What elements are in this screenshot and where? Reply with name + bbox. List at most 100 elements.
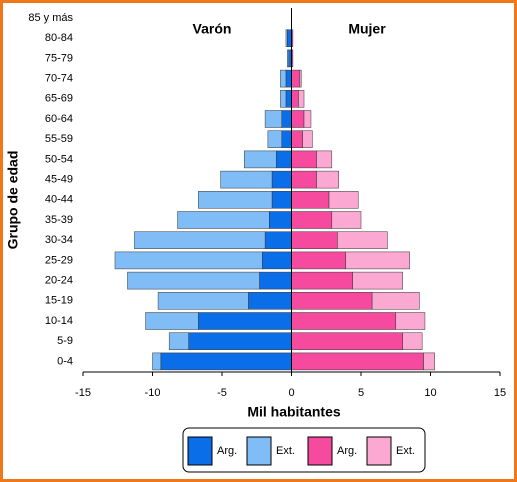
bar	[157, 292, 249, 310]
bar	[291, 130, 303, 148]
legend-label: Ext.	[396, 445, 415, 457]
bar	[198, 191, 273, 209]
legend-swatch	[307, 436, 333, 466]
bar	[291, 292, 373, 310]
bar	[198, 312, 292, 330]
bar	[280, 90, 287, 108]
y-tick-label: 15-19	[45, 295, 73, 307]
bar	[160, 352, 292, 371]
bar	[302, 130, 313, 148]
bar	[298, 90, 305, 108]
bar	[303, 110, 312, 128]
bar	[291, 90, 299, 108]
bar	[134, 231, 266, 249]
legend-label: Arg.	[337, 445, 357, 457]
y-tick-label: 75-79	[45, 52, 73, 64]
bar	[291, 231, 338, 249]
bar	[264, 231, 292, 249]
bar	[264, 110, 283, 128]
legend-swatch	[246, 436, 272, 466]
bar	[345, 251, 410, 270]
bar	[127, 271, 260, 290]
bar	[145, 312, 199, 330]
y-tick-label: 85 y más	[28, 12, 73, 24]
y-tick-label: 45-49	[45, 174, 73, 186]
bar	[262, 251, 292, 270]
bar	[287, 29, 292, 47]
legend-box	[182, 427, 426, 473]
bar	[168, 332, 189, 350]
bar	[299, 69, 302, 88]
bar	[271, 191, 292, 209]
bar	[291, 191, 330, 209]
bar	[275, 150, 292, 169]
bar	[291, 352, 424, 371]
legend-swatch	[366, 436, 392, 466]
legend-label: Arg.	[217, 445, 237, 457]
bar	[371, 292, 420, 310]
y-tick-label: 80-84	[45, 32, 73, 44]
bar	[152, 352, 162, 371]
bar	[287, 49, 289, 68]
bar	[271, 170, 292, 189]
bar	[291, 251, 346, 270]
bar	[291, 110, 305, 128]
x-tick-label: 0	[288, 387, 294, 399]
bar	[220, 170, 273, 189]
annotation: Mujer	[348, 21, 386, 37]
y-tick-label: 60-64	[45, 113, 73, 125]
legend-swatch	[187, 436, 213, 466]
bar	[316, 170, 340, 189]
bar	[188, 332, 292, 350]
bar	[291, 69, 301, 88]
bar	[281, 130, 292, 148]
y-tick-label: 55-59	[45, 133, 73, 145]
bar	[316, 150, 333, 169]
bar	[259, 271, 292, 290]
x-tick-label: -10	[145, 387, 161, 399]
y-tick-label: 50-54	[45, 153, 73, 165]
x-tick-label: 10	[424, 387, 436, 399]
bar	[328, 191, 359, 209]
bar	[114, 251, 263, 270]
bar	[243, 150, 277, 169]
bar	[291, 271, 353, 290]
bar	[248, 292, 292, 310]
bar	[291, 312, 396, 330]
bar	[269, 211, 292, 229]
bar	[177, 211, 270, 229]
legend-label: Ext.	[276, 445, 295, 457]
bar	[402, 332, 423, 350]
y-tick-label: 30-34	[45, 234, 73, 246]
bar	[281, 110, 292, 128]
x-tick-label: -5	[217, 387, 227, 399]
x-tick-label: -15	[75, 387, 91, 399]
x-tick-label: 15	[494, 387, 506, 399]
bar	[291, 150, 317, 169]
y-tick-label: 0-4	[57, 355, 73, 367]
bar	[285, 90, 292, 108]
y-tick-label: 20-24	[45, 275, 73, 287]
bar	[267, 130, 283, 148]
bar	[395, 312, 426, 330]
bar	[291, 170, 317, 189]
y-tick-label: 10-14	[45, 315, 73, 327]
x-tick-label: 5	[358, 387, 364, 399]
x-axis-label: Mil habitantes	[247, 404, 341, 420]
bar	[291, 211, 333, 229]
bar	[291, 332, 403, 350]
bar	[423, 352, 435, 371]
annotation: Varón	[193, 21, 232, 37]
y-tick-label: 25-29	[45, 254, 73, 266]
y-axis-label: Grupo de edad	[5, 151, 21, 250]
bar	[285, 69, 292, 88]
y-tick-label: 65-69	[45, 93, 73, 105]
bar	[352, 271, 403, 290]
bar	[285, 29, 288, 47]
y-tick-label: 40-44	[45, 194, 73, 206]
bar	[331, 211, 362, 229]
y-tick-label: 5-9	[57, 335, 73, 347]
bar	[337, 231, 388, 249]
